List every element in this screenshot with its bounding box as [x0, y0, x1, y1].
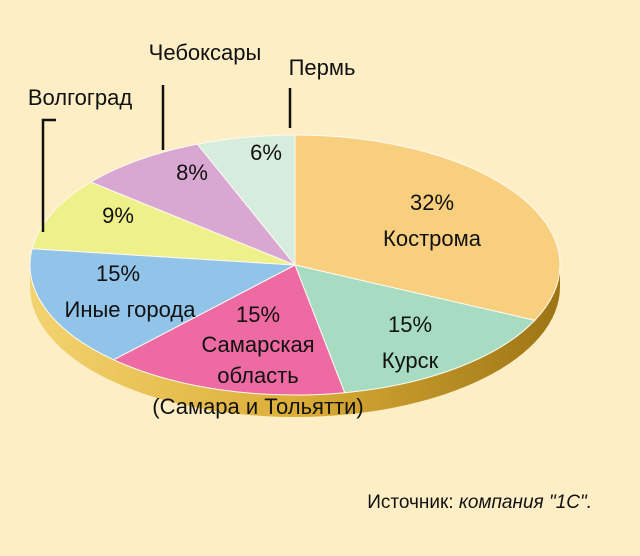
slice-name-label: Кострома [383, 226, 482, 251]
pie-slices [29, 134, 561, 396]
slice-name-label: Пермь [289, 55, 356, 80]
slice-name-label: Курск [382, 348, 439, 373]
pie-labels: 32% Кострома 15% Курск 15% Самарская область (С… [28, 40, 482, 419]
pie-rim [30, 265, 560, 417]
pie-slice [196, 134, 296, 267]
pie-slice [89, 143, 297, 267]
slice-name-label: Волгоград [28, 85, 133, 110]
slice-name-label: Чебоксары [149, 40, 262, 65]
slice-percent-label: 9% [102, 203, 134, 228]
slice-percent-label: 15% [96, 261, 140, 286]
source-prefix: Источник: [367, 492, 459, 513]
leader-lines [41, 85, 292, 232]
slice-percent-label: 8% [176, 160, 208, 185]
slice-name-line: (Самара и Тольятти) [152, 394, 364, 419]
slice-name-line: Самарская [201, 332, 314, 357]
pie-slice [29, 248, 297, 361]
slice-percent-label: 15% [388, 312, 432, 337]
leader-line [41, 118, 56, 232]
source-company: компания "1С". [459, 492, 592, 513]
slice-name-label: Самарская область (Самара и Тольятти) [152, 332, 364, 419]
slice-percent-label: 15% [236, 302, 280, 327]
slice-name-line: область [217, 363, 298, 388]
pie-slice [31, 181, 296, 266]
pie-slice [112, 264, 346, 396]
pie-slice [294, 264, 536, 394]
slice-percent-label: 6% [250, 140, 282, 165]
slice-percent-label: 32% [410, 190, 454, 215]
slice-name-label: Иные города [65, 297, 197, 322]
source-note: Источник: компания "1С". [367, 492, 592, 513]
pie-slice [294, 134, 561, 321]
